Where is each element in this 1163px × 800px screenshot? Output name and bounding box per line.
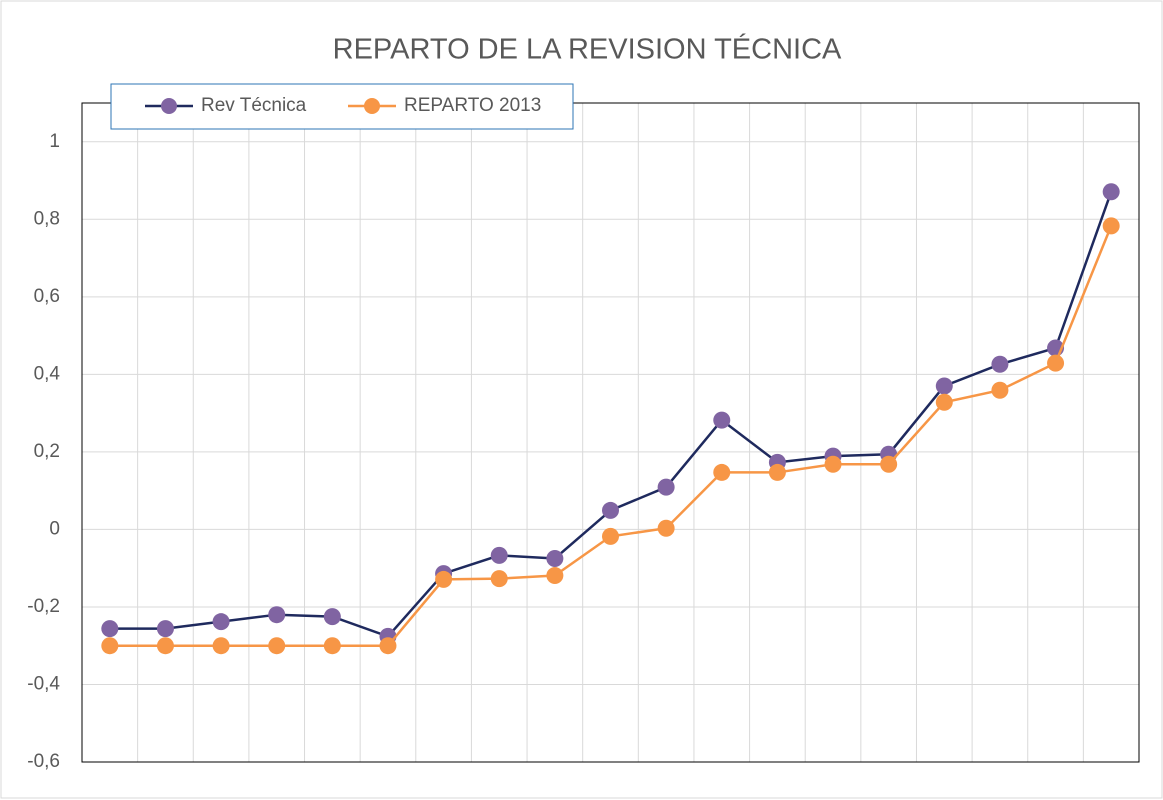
data-point xyxy=(880,455,898,473)
data-point xyxy=(212,637,230,655)
data-point xyxy=(991,381,1009,399)
data-point xyxy=(101,620,119,638)
data-point xyxy=(602,501,619,519)
data-point xyxy=(657,519,675,537)
data-point xyxy=(490,546,508,564)
data-point xyxy=(156,637,174,655)
y-tick-label: 0,6 xyxy=(34,286,60,307)
data-point xyxy=(435,570,453,588)
data-point xyxy=(546,567,564,585)
data-point xyxy=(101,637,119,655)
data-point xyxy=(379,637,397,655)
y-tick-label: 1 xyxy=(49,131,60,152)
data-point xyxy=(657,478,675,496)
data-point xyxy=(768,463,786,481)
data-point xyxy=(268,637,286,655)
y-tick-label: 0,4 xyxy=(34,363,61,384)
data-point xyxy=(1102,217,1120,235)
y-tick-label: 0,2 xyxy=(34,441,60,462)
data-point xyxy=(490,570,508,588)
data-point xyxy=(268,606,286,624)
data-point xyxy=(323,608,341,626)
data-point xyxy=(602,527,619,545)
legend-label: REPARTO 2013 xyxy=(404,95,541,116)
plot-border xyxy=(81,102,1140,763)
y-tick-label: -0,2 xyxy=(27,596,60,617)
y-tick-label: -0,6 xyxy=(27,751,60,772)
data-point xyxy=(323,637,341,655)
legend-marker xyxy=(161,98,177,114)
data-point xyxy=(1047,354,1065,372)
data-point xyxy=(713,411,731,429)
chart-title: REPARTO DE LA REVISION TÉCNICA xyxy=(333,33,842,66)
data-point xyxy=(156,620,174,638)
legend-label: Rev Técnica xyxy=(201,95,307,116)
data-point xyxy=(212,613,230,631)
data-point xyxy=(546,549,564,567)
data-point xyxy=(935,377,953,395)
y-tick-label: 0,8 xyxy=(34,208,60,229)
data-point xyxy=(1102,183,1120,201)
y-tick-label: -0,4 xyxy=(27,673,60,694)
data-point xyxy=(935,393,953,411)
legend-marker xyxy=(364,98,380,114)
plot-area xyxy=(82,103,1139,762)
y-tick-label: 0 xyxy=(49,518,60,539)
data-point xyxy=(991,355,1009,373)
data-point xyxy=(824,455,842,473)
data-point xyxy=(713,463,731,481)
